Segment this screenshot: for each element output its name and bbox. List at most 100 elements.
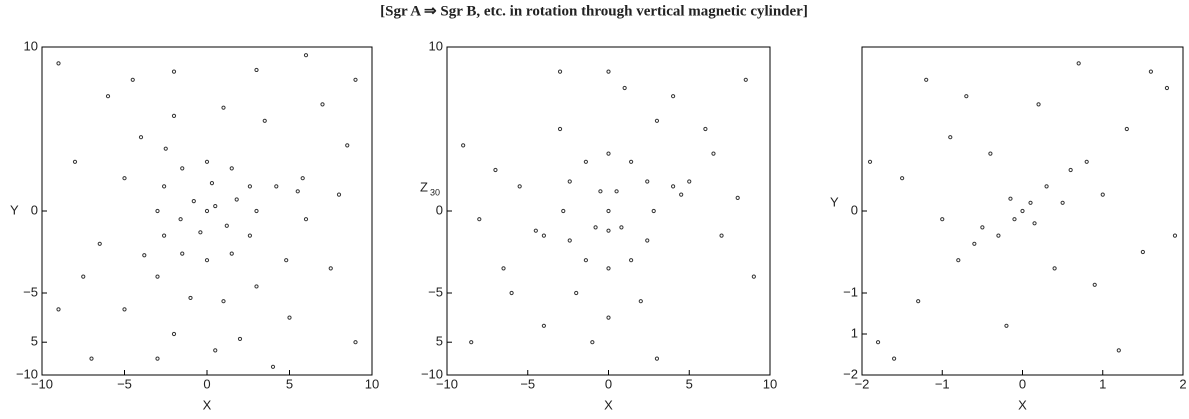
point bbox=[171, 331, 177, 337]
x-tick-label: −10 bbox=[436, 376, 458, 391]
point bbox=[1124, 126, 1129, 132]
x-tick-label: 10 bbox=[365, 376, 379, 391]
y-tick-label: −2 bbox=[843, 366, 858, 381]
point bbox=[224, 223, 229, 228]
point bbox=[533, 228, 538, 233]
point bbox=[213, 203, 218, 209]
point bbox=[719, 233, 724, 238]
y-tick-label: 5 bbox=[436, 334, 443, 349]
point bbox=[567, 179, 572, 184]
point bbox=[254, 208, 259, 214]
y-tick-label: 0 bbox=[851, 202, 858, 217]
point bbox=[209, 181, 215, 186]
point bbox=[557, 69, 563, 74]
point bbox=[679, 192, 684, 197]
point bbox=[345, 143, 350, 148]
point bbox=[303, 217, 309, 222]
point bbox=[654, 356, 660, 361]
point bbox=[97, 241, 102, 246]
point bbox=[237, 336, 243, 342]
point bbox=[583, 258, 588, 263]
x-tick-label: 0 bbox=[1019, 376, 1026, 391]
point bbox=[606, 69, 611, 74]
x-tick-label: 10 bbox=[763, 376, 777, 391]
point bbox=[622, 85, 627, 91]
y-tick-label: 1 bbox=[851, 325, 858, 340]
point bbox=[162, 184, 167, 189]
point bbox=[105, 94, 111, 99]
point bbox=[353, 77, 358, 82]
point bbox=[221, 105, 226, 110]
point bbox=[138, 135, 144, 140]
point bbox=[867, 159, 873, 164]
y-tick-label: −5 bbox=[23, 284, 38, 299]
point bbox=[751, 274, 756, 279]
x-tick-label: −5 bbox=[117, 376, 132, 391]
point bbox=[1116, 348, 1121, 353]
point bbox=[593, 225, 598, 230]
point bbox=[509, 290, 514, 296]
point bbox=[900, 176, 905, 181]
point bbox=[996, 233, 1001, 238]
point bbox=[651, 208, 656, 214]
point bbox=[56, 61, 61, 66]
point bbox=[155, 208, 160, 214]
x-axis-label: X bbox=[203, 397, 212, 412]
y-tick-label: 0 bbox=[436, 202, 443, 217]
point bbox=[1012, 217, 1017, 222]
x-tick-label: 1 bbox=[1099, 376, 1106, 391]
point bbox=[303, 53, 309, 58]
point bbox=[1076, 61, 1081, 66]
x-axis-label: X bbox=[604, 397, 613, 412]
point bbox=[590, 340, 595, 345]
point bbox=[1172, 233, 1178, 238]
point bbox=[598, 189, 603, 194]
point bbox=[198, 230, 203, 235]
point bbox=[972, 241, 977, 246]
point bbox=[629, 159, 634, 164]
point bbox=[178, 217, 183, 222]
point bbox=[606, 208, 611, 214]
point bbox=[711, 151, 716, 156]
y-tick-label: −10 bbox=[16, 366, 38, 381]
point bbox=[654, 118, 660, 123]
point bbox=[892, 356, 897, 361]
point bbox=[130, 77, 135, 82]
point bbox=[234, 197, 239, 202]
point bbox=[162, 233, 167, 238]
point bbox=[1164, 85, 1170, 91]
point bbox=[328, 266, 333, 271]
point bbox=[606, 315, 611, 320]
point bbox=[72, 159, 78, 164]
point bbox=[204, 258, 210, 263]
point bbox=[155, 356, 160, 361]
point bbox=[213, 348, 218, 353]
point bbox=[300, 176, 305, 181]
point bbox=[204, 159, 210, 164]
point bbox=[284, 258, 289, 263]
point bbox=[606, 151, 611, 156]
point bbox=[574, 290, 579, 296]
point bbox=[606, 266, 611, 271]
x-tick-label: −1 bbox=[935, 376, 950, 391]
point bbox=[262, 118, 267, 123]
point bbox=[561, 208, 566, 214]
point bbox=[320, 102, 325, 107]
plot-frame bbox=[446, 46, 771, 376]
point bbox=[735, 195, 740, 200]
point bbox=[583, 159, 588, 164]
x-tick-label: 0 bbox=[605, 376, 612, 391]
point bbox=[1100, 192, 1105, 197]
point bbox=[1032, 221, 1037, 226]
point bbox=[541, 233, 547, 238]
y-axis-label: Z bbox=[420, 179, 428, 194]
point bbox=[517, 184, 522, 189]
point bbox=[645, 179, 650, 184]
point bbox=[122, 176, 127, 181]
point bbox=[461, 143, 466, 148]
point bbox=[1028, 200, 1033, 205]
point bbox=[155, 274, 160, 279]
point bbox=[671, 94, 676, 99]
point bbox=[567, 238, 572, 243]
